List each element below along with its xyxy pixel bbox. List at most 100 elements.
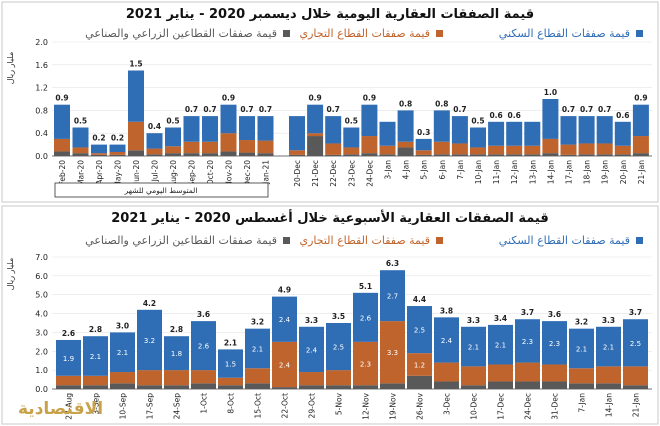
- bar-segment-residential: [578, 116, 595, 144]
- bar-segment-residential: [407, 306, 432, 354]
- bar-total-label: 2.8: [170, 325, 183, 334]
- bar-total-label: 1.5: [129, 60, 142, 69]
- bar-segment-residential: [415, 138, 432, 151]
- bar-segment-commercial: [397, 141, 414, 148]
- commercial-value-label: 2.4: [279, 361, 291, 369]
- bar-segment-agri-industrial: [470, 154, 486, 156]
- commercial-value-label: 3.3: [387, 349, 398, 357]
- bar-total-label: 3.0: [116, 321, 129, 330]
- bar-segment-commercial: [470, 147, 486, 155]
- residential-value-label: 2.5: [333, 344, 344, 352]
- bar-segment-residential: [379, 121, 396, 146]
- bar-total-label: 0.8: [399, 99, 412, 108]
- daily-unit-label: مليار ريال: [6, 52, 15, 85]
- x-tick-label: 21-Jan: [632, 393, 641, 417]
- bar-segment-agri-industrial: [325, 154, 342, 156]
- bar-segment-agri-industrial: [128, 150, 144, 156]
- bar-segment-commercial: [488, 364, 513, 382]
- bar-segment-agri-industrial: [623, 385, 648, 389]
- bar-segment-commercial: [343, 147, 360, 155]
- residential-value-label: 2.1: [495, 342, 506, 350]
- x-tick-label: Jun-20: [132, 160, 141, 185]
- bar-segment-residential: [307, 104, 324, 134]
- bar-segment-residential: [470, 127, 486, 148]
- x-tick-label: 14-Jan: [605, 393, 614, 417]
- bar-total-label: 0.9: [308, 94, 321, 103]
- bar-segment-agri-industrial: [191, 383, 216, 389]
- residential-value-label: 2.5: [414, 327, 425, 335]
- bar-segment-agri-industrial: [488, 381, 513, 389]
- bar-segment-agri-industrial: [542, 381, 567, 389]
- bar-segment-agri-industrial: [596, 383, 621, 389]
- bar-segment-commercial: [560, 144, 577, 155]
- bar-total-label: 3.7: [521, 308, 534, 317]
- bar-segment-commercial: [326, 370, 351, 386]
- bar-segment-commercial: [415, 150, 432, 155]
- y-tick-label: 6.0: [35, 272, 48, 281]
- bar-segment-agri-industrial: [614, 154, 631, 156]
- bar-segment-residential: [83, 336, 108, 376]
- bar-segment-residential: [165, 127, 181, 147]
- x-tick-label: 23-Dec: [347, 160, 356, 187]
- x-tick-label: 4-Jan: [402, 160, 411, 180]
- bar-segment-agri-industrial: [56, 385, 81, 389]
- x-tick-label: 5-Jan: [420, 160, 429, 180]
- bar-segment-residential: [569, 328, 594, 369]
- bar-segment-commercial: [596, 143, 613, 155]
- x-tick-label: 12-Nov: [362, 392, 371, 419]
- y-tick-label: 0.0: [35, 152, 48, 161]
- bar-segment-agri-industrial: [434, 381, 459, 389]
- bar-segment-agri-industrial: [397, 147, 414, 156]
- x-tick-label: 10-Jan: [474, 160, 483, 184]
- bar-segment-residential: [326, 323, 351, 371]
- bar-segment-residential: [109, 144, 126, 153]
- bar-total-label: 6.3: [386, 259, 399, 268]
- x-tick-label: 7-Jan: [578, 393, 587, 413]
- bar-segment-residential: [461, 326, 486, 367]
- y-tick-label: 2.0: [35, 38, 48, 47]
- bar-segment-residential: [56, 339, 81, 376]
- x-tick-label: Feb-20: [58, 160, 67, 186]
- bar-segment-commercial: [164, 370, 189, 386]
- y-tick-label: 2.0: [35, 347, 48, 356]
- weekly-chart-title: قيمة الصفقات العقارية الأسبوعية خلال أغس…: [111, 209, 549, 226]
- daily-chart-title: قيمة الصفقات العقارية اليومية خلال ديسمب…: [126, 7, 534, 22]
- y-tick-label: 0.4: [35, 129, 48, 138]
- bar-segment-agri-industrial: [578, 154, 595, 156]
- bar-total-label: 5.1: [359, 282, 372, 291]
- bar-segment-residential: [542, 99, 559, 139]
- x-tick-label: Jan-21: [262, 160, 271, 185]
- bar-segment-residential: [434, 317, 459, 363]
- weekly-unit-label: مليار ريال: [6, 258, 15, 291]
- residential-value-label: 3.2: [144, 337, 155, 345]
- bar-segment-residential: [397, 110, 414, 142]
- bar-segment-commercial: [146, 148, 163, 155]
- bar-segment-residential: [560, 116, 577, 145]
- bar-total-label: 0.5: [345, 117, 358, 126]
- bar-segment-agri-industrial: [218, 385, 243, 389]
- bar-total-label: 0.9: [363, 94, 376, 103]
- bar-segment-commercial: [54, 138, 70, 152]
- bar-segment-commercial: [542, 138, 559, 154]
- bar-total-label: 1.0: [544, 88, 557, 97]
- bar-segment-commercial: [202, 141, 218, 154]
- bar-total-label: 0.9: [55, 94, 68, 103]
- bar-total-label: 3.2: [575, 318, 588, 327]
- residential-value-label: 2.1: [603, 344, 614, 352]
- bar-segment-residential: [632, 104, 649, 137]
- bar-segment-commercial: [289, 150, 305, 155]
- bar-segment-commercial: [272, 341, 297, 388]
- residential-value-label: 1.9: [63, 355, 74, 363]
- bar-segment-residential: [128, 70, 144, 122]
- bar-segment-commercial: [56, 375, 81, 386]
- bar-segment-commercial: [218, 377, 243, 386]
- bar-segment-agri-industrial: [361, 153, 378, 156]
- commercial-value-label: 2.3: [360, 361, 371, 369]
- bar-total-label: 0.7: [259, 105, 272, 114]
- legend-swatch-residential-2: [636, 237, 643, 244]
- bar-segment-residential: [515, 319, 540, 363]
- bar-total-label: 0.7: [598, 105, 611, 114]
- bar-total-label: 3.3: [305, 316, 318, 325]
- bar-segment-agri-industrial: [343, 154, 360, 156]
- bar-segment-residential: [289, 116, 305, 151]
